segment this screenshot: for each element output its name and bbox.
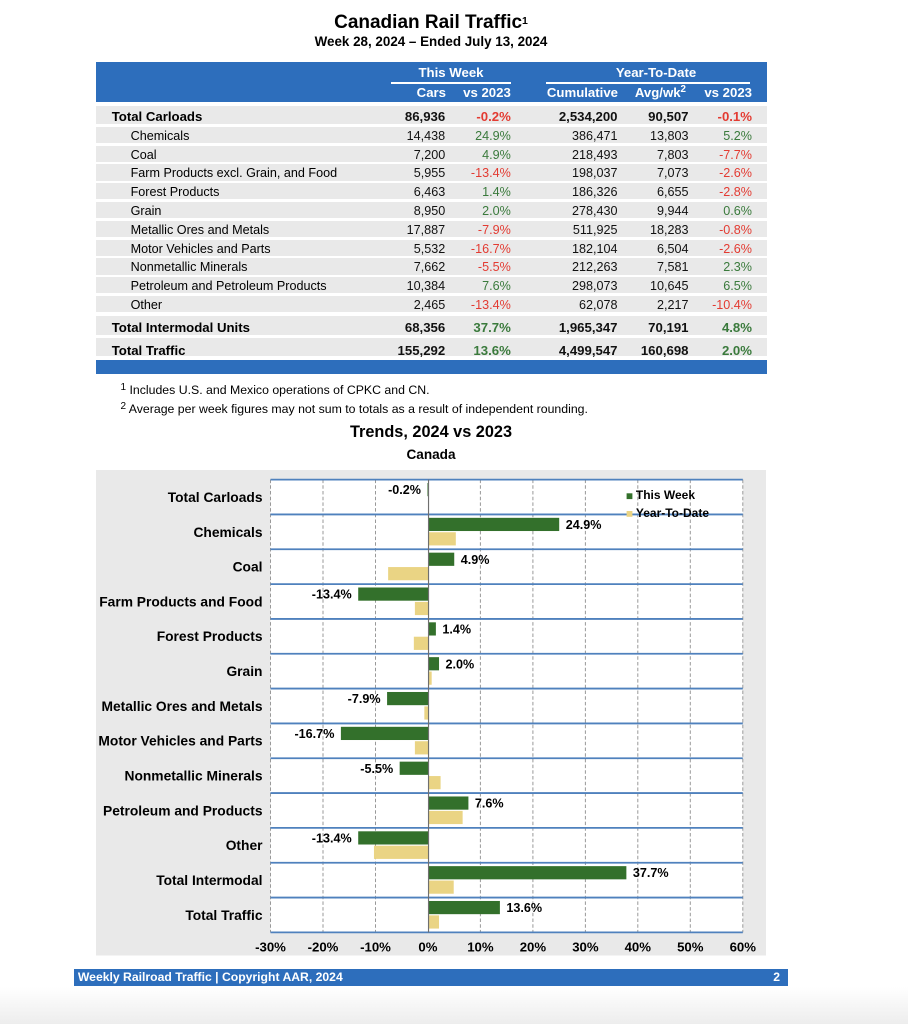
svg-text:60%: 60%: [729, 940, 756, 955]
svg-text:-13.4%: -13.4%: [311, 588, 351, 602]
svg-text:-10%: -10%: [360, 940, 391, 955]
svg-text:Metallic Ores and Metals: Metallic Ores and Metals: [101, 699, 262, 714]
svg-text:13.6%: 13.6%: [506, 901, 542, 915]
svg-text:Total Intermodal: Total Intermodal: [156, 873, 262, 888]
svg-text:2.0%: 2.0%: [445, 657, 474, 671]
svg-text:-30%: -30%: [255, 940, 286, 955]
svg-text:This Week: This Week: [635, 488, 694, 502]
svg-text:Year-To-Date: Year-To-Date: [635, 506, 708, 520]
svg-text:Farm Products and Food: Farm Products and Food: [99, 594, 262, 609]
svg-text:Total Carloads: Total Carloads: [167, 490, 262, 505]
svg-text:1.4%: 1.4%: [442, 622, 471, 636]
svg-text:-7.9%: -7.9%: [347, 692, 380, 706]
svg-text:Chemicals: Chemicals: [193, 525, 262, 540]
svg-text:Nonmetallic Minerals: Nonmetallic Minerals: [124, 769, 262, 784]
svg-text:50%: 50%: [677, 940, 704, 955]
svg-text:10%: 10%: [467, 940, 494, 955]
svg-text:Other: Other: [225, 838, 262, 853]
svg-text:Motor Vehicles and Parts: Motor Vehicles and Parts: [98, 734, 262, 749]
svg-text:Petroleum and Products: Petroleum and Products: [103, 803, 263, 818]
svg-text:24.9%: 24.9%: [565, 518, 601, 532]
svg-text:0%: 0%: [418, 940, 437, 955]
svg-text:20%: 20%: [519, 940, 546, 955]
svg-text:30%: 30%: [572, 940, 599, 955]
svg-text:-5.5%: -5.5%: [360, 762, 393, 776]
svg-text:4.9%: 4.9%: [460, 553, 489, 567]
svg-text:40%: 40%: [624, 940, 651, 955]
svg-text:-16.7%: -16.7%: [294, 727, 334, 741]
svg-text:Forest Products: Forest Products: [156, 629, 262, 644]
svg-text:Grain: Grain: [226, 664, 262, 679]
svg-text:Coal: Coal: [232, 560, 262, 575]
svg-text:-13.4%: -13.4%: [311, 831, 351, 845]
svg-text:7.6%: 7.6%: [474, 797, 503, 811]
svg-text:37.7%: 37.7%: [632, 866, 668, 880]
svg-text:Total Traffic: Total Traffic: [185, 908, 262, 923]
svg-text:-20%: -20%: [307, 940, 338, 955]
svg-text:-0.2%: -0.2%: [388, 483, 421, 497]
